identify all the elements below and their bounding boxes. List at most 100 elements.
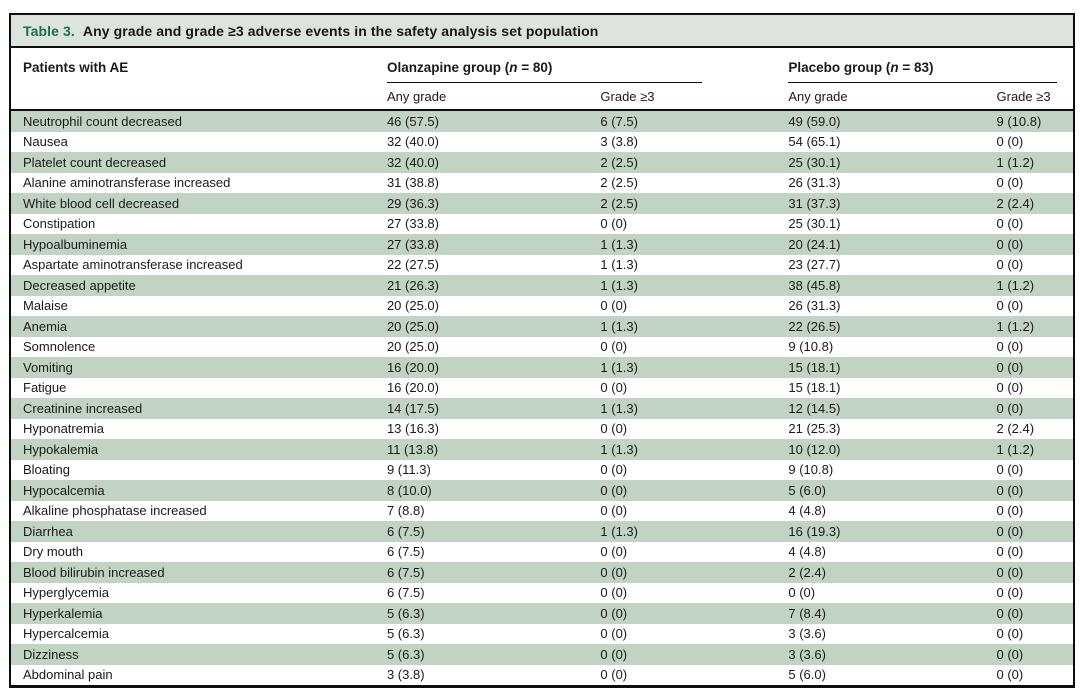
ae-name-cell: Alanine aminotransferase increased [23, 175, 231, 190]
value-cell: 46 (57.5) [386, 113, 439, 129]
value-cell: 1 (1.2) [996, 441, 1035, 457]
value-cell: 0 (0) [996, 400, 1024, 416]
value-cell: 0 (0) [996, 298, 1024, 313]
ae-name-cell: Anemia [23, 318, 68, 334]
value-cell: 6 (7.5) [386, 564, 425, 580]
value-cell: 0 (0) [996, 646, 1024, 662]
value-cell: 25 (30.1) [788, 154, 841, 170]
value-cell: 5 (6.3) [386, 646, 425, 662]
value-cell: 5 (6.3) [386, 626, 425, 641]
ae-name-cell: Platelet count decreased [23, 154, 167, 170]
value-cell: 1 (1.3) [600, 257, 638, 272]
column-header-olanzapine-any-grade: Any grade [386, 83, 601, 111]
value-cell: 22 (26.5) [788, 318, 841, 334]
ae-name-cell: Creatinine increased [23, 400, 143, 416]
value-cell: 49 (59.0) [788, 113, 841, 129]
value-cell: 29 (36.3) [386, 195, 439, 211]
value-cell: 8 (10.0) [386, 482, 432, 498]
value-cell: 31 (37.3) [788, 195, 841, 211]
table-row: Hyponatremia 13 (16.3) 0 (0) 21 (25.3) 2 (2.… [11, 419, 1073, 440]
value-cell: 0 (0) [600, 380, 628, 395]
ae-name-cell: Hyponatremia [23, 421, 104, 436]
ae-name-cell: Malaise [23, 298, 68, 313]
value-cell: 0 (0) [996, 503, 1024, 518]
value-cell: 14 (17.5) [386, 400, 439, 416]
value-cell: 0 (0) [600, 667, 628, 682]
table-row: Dizziness 5 (6.3) 0 (0) 3 (3.6) 0 (0) [11, 644, 1073, 665]
value-cell: 0 (0) [996, 482, 1024, 498]
value-cell: 2 (2.5) [600, 154, 638, 170]
value-cell: 6 (7.5) [600, 113, 638, 129]
value-cell: 9 (11.3) [386, 462, 431, 477]
table-row: Hypoalbuminemia 27 (33.8) 1 (1.3) 20 (24.1)… [11, 234, 1073, 255]
value-cell: 0 (0) [600, 646, 628, 662]
value-cell: 0 (0) [600, 298, 628, 313]
value-cell: 1 (1.2) [996, 318, 1035, 334]
table-row: Abdominal pain 3 (3.8) 0 (0) 5 (6.0) 0 (0) [11, 665, 1073, 686]
value-cell: 0 (0) [996, 626, 1024, 641]
ae-name-cell: Aspartate aminotransferase increased [23, 257, 243, 272]
table-row: Vomiting 16 (20.0) 1 (1.3) 15 (18.1) 0 (0) [11, 357, 1073, 378]
ae-name-cell: Abdominal pain [23, 667, 113, 682]
value-cell: 32 (40.0) [386, 134, 439, 149]
value-cell: 15 (18.1) [788, 380, 841, 395]
value-cell: 5 (6.3) [386, 605, 425, 621]
value-cell: 0 (0) [996, 605, 1024, 621]
value-cell: 3 (3.6) [788, 646, 826, 662]
ae-name-cell: Nausea [23, 134, 68, 149]
n-symbol: n [509, 60, 518, 75]
value-cell: 12 (14.5) [788, 400, 841, 416]
value-cell: 20 (25.0) [386, 318, 439, 334]
value-cell: 2 (2.4) [788, 564, 826, 580]
value-cell: 0 (0) [996, 667, 1024, 682]
ae-name-cell: Hypercalcemia [23, 626, 109, 641]
value-cell: 5 (6.0) [788, 482, 826, 498]
value-cell: 0 (0) [996, 564, 1024, 580]
value-cell: 22 (27.5) [386, 257, 439, 272]
value-cell: 10 (12.0) [788, 441, 841, 457]
column-group-placebo: Placebo group (n = 83) [788, 48, 1073, 83]
table-row: Diarrhea 6 (7.5) 1 (1.3) 16 (19.3) 0 (0) [11, 521, 1073, 542]
value-cell: 0 (0) [996, 359, 1024, 375]
value-cell: 6 (7.5) [386, 544, 425, 559]
value-cell: 9 (10.8) [788, 462, 834, 477]
value-cell: 16 (20.0) [386, 359, 439, 375]
table-row: Platelet count decreased 32 (40.0) 2 (2.5)… [11, 152, 1073, 173]
table-body: Neutrophil count decreased 46 (57.5) 6 (7.… [11, 110, 1073, 685]
ae-name-cell: Hypocalcemia [23, 482, 105, 498]
value-cell: 20 (25.0) [386, 298, 439, 313]
table-row: Neutrophil count decreased 46 (57.5) 6 (7.… [11, 110, 1073, 132]
value-cell: 6 (7.5) [386, 523, 425, 539]
table-number-label: Table 3. [23, 23, 75, 39]
value-cell: 3 (3.8) [386, 667, 425, 682]
table-caption: Table 3. Any grade and grade ≥3 adverse e… [11, 15, 1073, 48]
value-cell: 0 (0) [600, 626, 628, 641]
value-cell: 25 (30.1) [788, 216, 841, 231]
value-cell: 1 (1.3) [600, 523, 638, 539]
value-cell: 32 (40.0) [386, 154, 439, 170]
column-header-patients-with-ae: Patients with AE [11, 48, 387, 111]
value-cell: 0 (0) [600, 605, 628, 621]
value-cell: 6 (7.5) [386, 585, 425, 600]
table-row: Hypocalcemia 8 (10.0) 0 (0) 5 (6.0) 0 (0) [11, 480, 1073, 501]
value-cell: 2 (2.4) [996, 195, 1035, 211]
value-cell: 0 (0) [996, 134, 1024, 149]
ae-name-cell: Blood bilirubin increased [23, 564, 165, 580]
value-cell: 4 (4.8) [788, 503, 826, 518]
value-cell: 7 (8.8) [386, 503, 425, 518]
value-cell: 0 (0) [600, 564, 628, 580]
table-row: Bloating 9 (11.3) 0 (0) 9 (10.8) 0 (0) [11, 460, 1073, 481]
value-cell: 0 (0) [600, 421, 628, 436]
value-cell: 0 (0) [996, 236, 1024, 252]
value-cell: 5 (6.0) [788, 667, 826, 682]
value-cell: 1 (1.3) [600, 236, 638, 252]
ae-name-cell: Fatigue [23, 380, 67, 395]
value-cell: 0 (0) [600, 503, 628, 518]
ae-name-cell: Vomiting [23, 359, 73, 375]
value-cell: 11 (13.8) [386, 441, 439, 457]
table-title-text: Any grade and grade ≥3 adverse events in… [82, 23, 599, 39]
value-cell: 0 (0) [600, 482, 628, 498]
value-cell: 0 (0) [600, 544, 628, 559]
value-cell: 16 (19.3) [788, 523, 841, 539]
ae-name-cell: Decreased appetite [23, 277, 136, 293]
